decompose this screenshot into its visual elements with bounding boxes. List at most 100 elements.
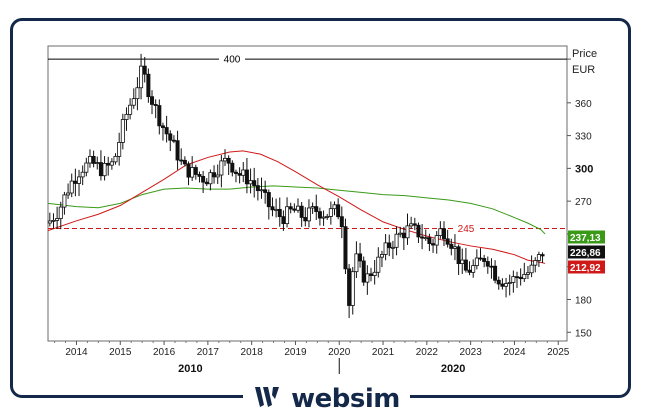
price-bar-body	[106, 163, 111, 166]
price-bar-body	[387, 242, 392, 249]
price-bar-body	[401, 232, 406, 239]
price-bar-body	[431, 243, 436, 246]
price-bar-body	[383, 242, 388, 255]
price-bar-body	[135, 87, 140, 100]
price-bar-body	[379, 254, 384, 258]
x-tick-label: 2025	[547, 347, 570, 358]
level-label-400: 400	[224, 55, 241, 66]
price-bar-body	[449, 243, 454, 249]
horizontal-lines: 400 245	[48, 53, 567, 235]
price-bar-body	[113, 155, 118, 163]
price-bar-body	[288, 206, 293, 210]
price-bar-body	[514, 276, 519, 279]
price-bar-body	[142, 65, 147, 75]
price-bar-body	[120, 119, 125, 143]
price-bar-body	[66, 192, 71, 196]
price-bar-body	[226, 157, 231, 164]
price-bar-body	[452, 246, 457, 249]
price-bar-body	[332, 204, 337, 210]
price-bar-body	[91, 155, 96, 164]
price-bar-body	[504, 283, 509, 287]
price-bar-body	[168, 133, 173, 141]
price-bar-body	[423, 237, 428, 240]
price-bar-body	[489, 265, 494, 268]
y-tick-label: 180	[575, 295, 592, 306]
price-bar-body	[525, 272, 530, 275]
price-bar-body	[522, 274, 527, 280]
price-bar-body	[266, 192, 271, 208]
websim-logo-icon	[253, 385, 283, 414]
price-bar-body	[204, 181, 209, 185]
price-bar-body	[314, 206, 319, 212]
price-bar-body	[244, 169, 249, 185]
price-bar-body	[540, 254, 545, 257]
value-badge-label: 226,86	[570, 248, 601, 259]
price-bar-body	[292, 208, 297, 211]
y-tick-label: 300	[575, 163, 593, 175]
price-bar-body	[442, 228, 447, 240]
price-bar-body	[350, 271, 355, 306]
price-bar-body	[533, 260, 538, 266]
y-axis-title: Price	[572, 48, 597, 60]
price-bar-body	[467, 269, 472, 273]
price-bar-body	[131, 98, 136, 106]
x-tick-label: 2020	[328, 347, 351, 358]
price-bar-body	[394, 233, 399, 248]
price-bar-body	[296, 205, 301, 211]
price-bar-body	[212, 172, 217, 178]
price-bar-body	[460, 259, 465, 265]
price-bar-body	[95, 162, 100, 164]
price-bar-body	[325, 216, 330, 218]
price-bar-body	[215, 174, 220, 178]
price-bar-body	[179, 159, 184, 162]
price-bar-body	[150, 96, 155, 105]
price-bar-body	[124, 113, 129, 120]
price-bar-body	[482, 258, 487, 262]
price-bar-body	[208, 172, 213, 185]
price-bar-body	[416, 224, 421, 238]
price-bar-body	[427, 237, 432, 245]
level-label-245: 245	[458, 224, 475, 235]
price-bar-body	[376, 256, 381, 273]
ma-short-line	[47, 150, 546, 264]
price-bar-body	[361, 260, 366, 283]
y-tick-label: 330	[575, 132, 592, 143]
price-bar-body	[471, 265, 476, 273]
price-bar-body	[55, 218, 60, 221]
price-bar-body	[409, 223, 414, 227]
price-bar-body	[369, 273, 374, 276]
price-bar-body	[493, 265, 498, 281]
x-tick-label: 2023	[460, 347, 483, 358]
price-bar-body	[529, 264, 534, 274]
price-bar-body	[182, 159, 187, 165]
price-bar-body	[171, 139, 176, 142]
price-bar-body	[248, 180, 253, 185]
price-bar-body	[405, 225, 410, 239]
decade-label: 2020	[441, 363, 465, 375]
price-bar-body	[438, 228, 443, 236]
price-bar-body	[128, 104, 133, 115]
price-bar-body	[237, 173, 242, 176]
value-badge-label: 212,92	[570, 263, 601, 274]
price-bar-body	[277, 208, 282, 218]
price-bar-body	[496, 279, 501, 285]
price-bar-body	[270, 206, 275, 211]
x-axis: 2014 2015 2016 2017 2018 2019 2020 2021 2022 2023…	[54, 341, 570, 375]
price-bar-body	[51, 219, 56, 222]
price-bar-body	[233, 171, 238, 174]
price-bar-body	[478, 257, 483, 260]
price-bar-body	[434, 235, 439, 246]
price-bar-body	[77, 176, 82, 184]
price-bar-body	[175, 140, 180, 161]
y-axis: 150 180 270 300 330 360	[567, 58, 593, 339]
y-tick-label: 360	[575, 99, 592, 110]
value-badge	[568, 245, 605, 259]
price-bar-body	[339, 216, 344, 228]
price-bar-body	[190, 167, 195, 178]
plot-area	[47, 45, 568, 342]
price-bar-body	[139, 65, 144, 89]
price-bar-body	[412, 223, 417, 226]
x-tick-label: 2015	[109, 347, 132, 358]
price-bar-body	[463, 259, 468, 271]
price-bar-body	[197, 174, 202, 177]
